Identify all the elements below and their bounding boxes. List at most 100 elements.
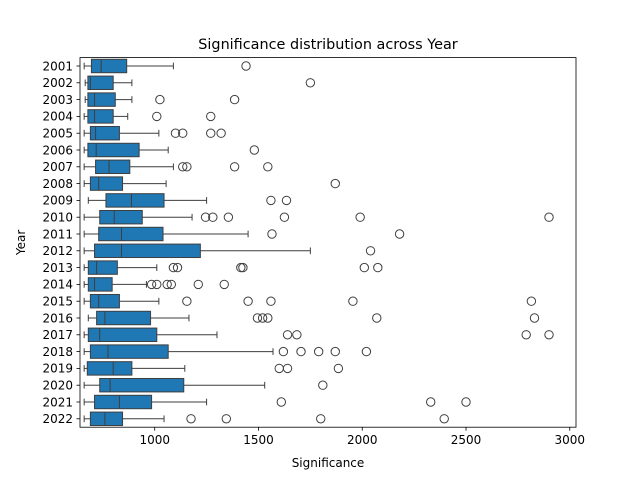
y-tick-label-2010: 2010 (42, 211, 73, 225)
outlier-2018-3 (330, 346, 340, 357)
y-tick-label-2015: 2015 (42, 295, 73, 309)
axes-frame (79, 57, 577, 428)
outlier-2022-2 (316, 414, 326, 424)
outlier-2021-0 (276, 397, 287, 407)
y-tick-label-2016: 2016 (42, 311, 73, 325)
box-2004 (83, 109, 216, 124)
box-iqr-2015 (89, 293, 120, 309)
box-2006 (83, 142, 260, 158)
outlier-2010-2 (223, 212, 234, 222)
box-iqr-2010 (99, 209, 143, 225)
box-iqr-2018 (89, 344, 169, 359)
y-tick-label-2019: 2019 (42, 362, 73, 376)
outlier-2010-5 (544, 212, 554, 222)
y-tick-label-2011: 2011 (42, 227, 73, 241)
box-iqr-2017 (87, 327, 158, 343)
outlier-2014-4 (193, 279, 203, 290)
outlier-2007-0 (178, 162, 188, 172)
y-tick-label-2014: 2014 (42, 278, 73, 292)
box-iqr-2021 (94, 394, 153, 410)
outlier-2022-1 (221, 414, 232, 424)
outlier-2007-1 (182, 162, 192, 172)
outlier-2013-1 (172, 262, 183, 273)
y-tick-label-2007: 2007 (42, 160, 73, 174)
outlier-2002-0 (305, 78, 316, 88)
box-iqr-2003 (87, 92, 116, 107)
outlier-2016-3 (372, 313, 382, 323)
box-iqr-2006 (87, 142, 140, 158)
outlier-2015-4 (526, 296, 537, 306)
outlier-2015-2 (266, 296, 276, 306)
outlier-2010-4 (355, 212, 365, 222)
box-iqr-2007 (95, 159, 131, 175)
y-tick-label-2004: 2004 (42, 110, 73, 124)
outlier-2005-3 (216, 128, 226, 138)
y-tick-label-2020: 2020 (42, 379, 73, 393)
outlier-2013-4 (359, 262, 370, 273)
y-tick-label-2018: 2018 (42, 345, 73, 359)
box-iqr-2008 (89, 176, 124, 191)
outlier-2007-3 (263, 162, 273, 172)
outlier-2022-0 (186, 414, 196, 424)
outlier-2017-3 (544, 330, 554, 340)
outlier-2022-3 (439, 414, 449, 424)
outlier-2003-1 (229, 94, 240, 105)
outlier-2015-3 (348, 296, 358, 306)
outlier-2005-2 (206, 128, 216, 138)
box-2005 (83, 125, 226, 141)
outlier-2012-0 (365, 246, 376, 256)
outlier-2014-3 (166, 279, 177, 290)
box-2002 (84, 75, 316, 91)
box-2001 (83, 58, 251, 74)
y-tick-label-2006: 2006 (42, 143, 73, 157)
box-2010 (83, 209, 554, 225)
outlier-2011-1 (394, 229, 405, 239)
box-2008 (83, 176, 340, 191)
outlier-2003-0 (155, 94, 165, 105)
outlier-2010-0 (200, 212, 211, 222)
outlier-2014-0 (146, 279, 157, 290)
outlier-2016-4 (529, 313, 540, 323)
outlier-2009-1 (281, 195, 292, 206)
axes: 2001 2002 2003 2004 2005 2006 2007 2008 2009 2010… (42, 59, 585, 447)
outlier-2016-1 (257, 313, 268, 323)
outlier-2010-1 (208, 212, 218, 222)
y-tick-label-2012: 2012 (42, 244, 73, 258)
chart-title: Significance distribution across Year (198, 37, 457, 53)
outlier-2015-0 (182, 296, 192, 306)
y-tick-label-2009: 2009 (42, 194, 73, 208)
box-2018 (83, 344, 372, 359)
y-tick-label-2001: 2001 (42, 59, 73, 73)
outlier-2008-0 (330, 178, 340, 189)
box-2016 (87, 310, 540, 326)
outlier-2009-0 (266, 195, 276, 206)
outlier-2004-1 (206, 111, 216, 122)
box-2019 (83, 361, 344, 376)
box-2007 (83, 159, 273, 175)
y-axis-title: Year (14, 230, 28, 256)
box-2011 (83, 226, 405, 242)
box-2003 (84, 92, 240, 107)
outlier-2005-1 (178, 128, 188, 138)
box-iqr-2004 (87, 109, 114, 124)
outlier-2018-2 (313, 346, 324, 357)
box-iqr-2002 (87, 75, 114, 91)
box-iqr-2020 (99, 377, 185, 393)
outlier-2013-3 (238, 262, 248, 273)
y-tick-label-2013: 2013 (42, 261, 73, 275)
box-2012 (83, 243, 376, 259)
outlier-2014-5 (219, 279, 229, 290)
y-tick-label-2003: 2003 (42, 93, 73, 107)
x-tick-label-2000: 2000 (347, 433, 378, 447)
outlier-2010-3 (279, 212, 290, 222)
box-iqr-2019 (86, 361, 133, 376)
box-2022 (83, 411, 449, 427)
outlier-2016-2 (263, 313, 273, 323)
y-tick-label-2022: 2022 (42, 412, 73, 426)
x-tick-label-1500: 1500 (243, 433, 274, 447)
outlier-2018-4 (361, 346, 372, 357)
outlier-2020-0 (318, 380, 328, 390)
y-tick-label-2021: 2021 (42, 395, 73, 409)
outlier-2006-0 (249, 145, 260, 155)
outlier-2021-2 (461, 397, 471, 407)
